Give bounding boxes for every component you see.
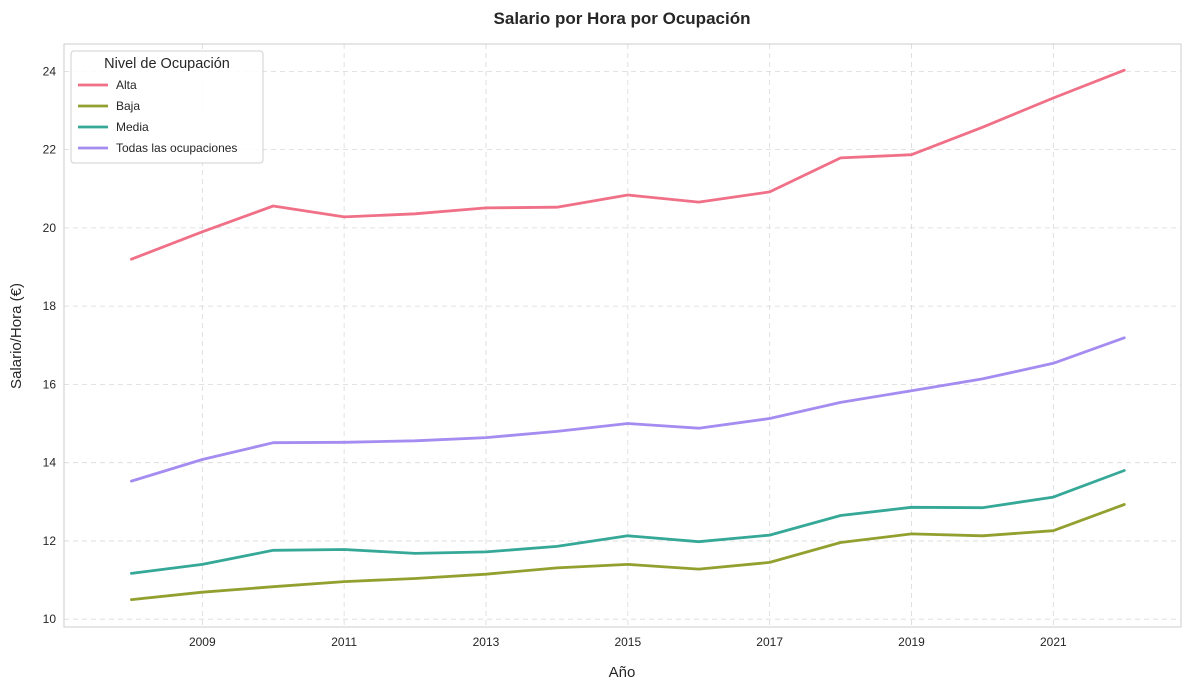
legend-label-alta: Alta (116, 78, 137, 92)
legend-label-media: Media (116, 120, 149, 134)
y-tick-label: 10 (43, 612, 57, 626)
chart-title: Salario por Hora por Ocupación (494, 9, 751, 28)
x-tick-label: 2009 (189, 635, 216, 649)
series-line-todas-las-ocupaciones (129, 336, 1126, 483)
series-lines (129, 68, 1126, 601)
x-tick-label: 2017 (756, 635, 783, 649)
plot-area (63, 43, 1182, 628)
y-axis-ticks: 10 12 14 16 18 20 22 24 (43, 64, 57, 626)
legend-items: Alta Baja Media Todas las ocupaciones (78, 78, 237, 155)
legend: Nivel de Ocupación Alta Baja Media Todas la… (70, 50, 264, 164)
legend-label-todas-las-ocupaciones: Todas las ocupaciones (116, 141, 237, 155)
x-axis-label: Año (609, 664, 636, 681)
x-tick-label: 2021 (1040, 635, 1067, 649)
y-tick-label: 20 (43, 221, 57, 235)
y-tick-label: 24 (43, 64, 57, 78)
y-tick-label: 22 (43, 143, 57, 157)
y-tick-label: 16 (43, 377, 57, 391)
legend-box (70, 50, 264, 164)
legend-title: Nivel de Ocupación (104, 56, 230, 72)
series-line-media (129, 469, 1126, 575)
x-tick-label: 2019 (898, 635, 925, 649)
x-axis-ticks: 2009 2011 2013 2015 2017 2019 2021 (189, 635, 1067, 649)
x-tick-label: 2011 (331, 635, 357, 649)
y-tick-label: 18 (43, 299, 57, 313)
y-tick-label: 12 (43, 534, 57, 548)
y-tick-label: 14 (43, 456, 57, 470)
x-tick-label: 2015 (614, 635, 641, 649)
series-line-baja (129, 503, 1126, 601)
x-tick-label: 2013 (473, 635, 500, 649)
y-axis-label: Salario/Hora (€) (8, 283, 25, 389)
legend-label-baja: Baja (116, 99, 140, 113)
series-line-alta (129, 68, 1126, 261)
grid (64, 44, 1181, 627)
